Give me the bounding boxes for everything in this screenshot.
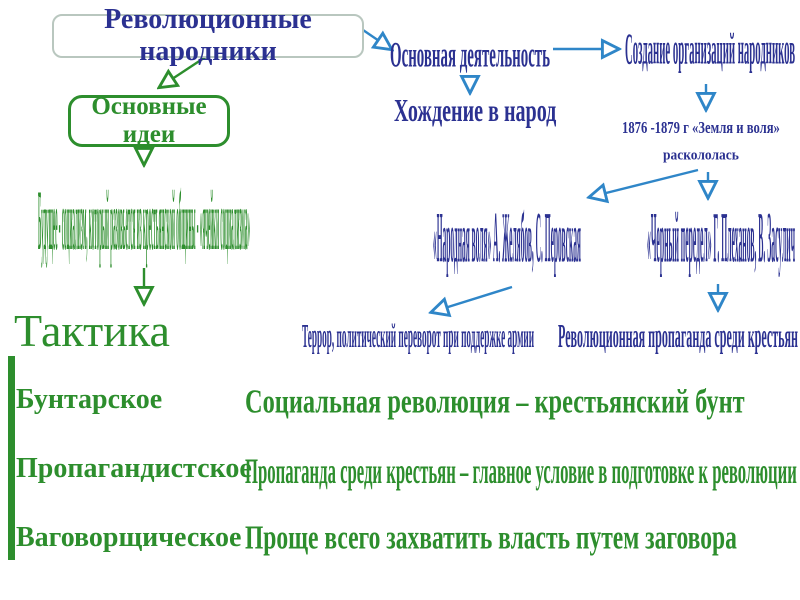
tactic-type-zagovorshchicheskoe: Ваговорщическое: [16, 522, 242, 553]
left-org-name: «Народная воля» А. Желябов, С. Перовская: [433, 198, 581, 278]
split-note: раскололась: [663, 147, 739, 164]
ideas-box: Основные идеи: [68, 93, 230, 148]
zemlya-volya-label: 1876 -1879 г «Земля и воля»: [622, 118, 780, 137]
arrow-left-org-to-tactic-icon: [432, 285, 513, 312]
tactics-bracket: [8, 356, 15, 560]
tactic-desc-buntarskoe: Социальная революция – крестьянский бунт: [245, 381, 745, 421]
arrow-title-to-activity-icon: [362, 29, 391, 49]
left-org-tactic: Террор, политический переворот при подде…: [302, 318, 535, 355]
tactic-desc-propagandistskoe: Пропаганда среди крестьян – главное усло…: [245, 450, 797, 492]
title-box: Революционные народники: [52, 4, 364, 67]
arrow-split-to-left-org-icon: [590, 168, 699, 197]
right-org-tactic: Революционная пропаганда среди крестьян: [558, 318, 798, 355]
slide-title: Революционные народники: [104, 4, 312, 67]
tactic-type-propagandistskoe: Пропагандистское: [16, 453, 252, 484]
activity-item: Хождение в народ: [394, 93, 557, 130]
ideas-header: Основные идеи: [91, 93, 207, 148]
ideas-text: Будущее - социализм, который разовьется …: [38, 172, 250, 269]
right-org-name: «Черный передел» Г. Плеханов, В. Засулич: [647, 198, 796, 278]
tactics-header: Тактика: [14, 305, 170, 356]
tactic-type-buntarskoe: Бунтарское: [16, 384, 163, 415]
organizations-header: Создание организаций народников: [625, 25, 796, 75]
activity-header: Основная деятельность: [390, 35, 551, 76]
tactic-desc-zagovorshchicheskoe: Проще всего захватить власть путем загов…: [245, 517, 737, 557]
